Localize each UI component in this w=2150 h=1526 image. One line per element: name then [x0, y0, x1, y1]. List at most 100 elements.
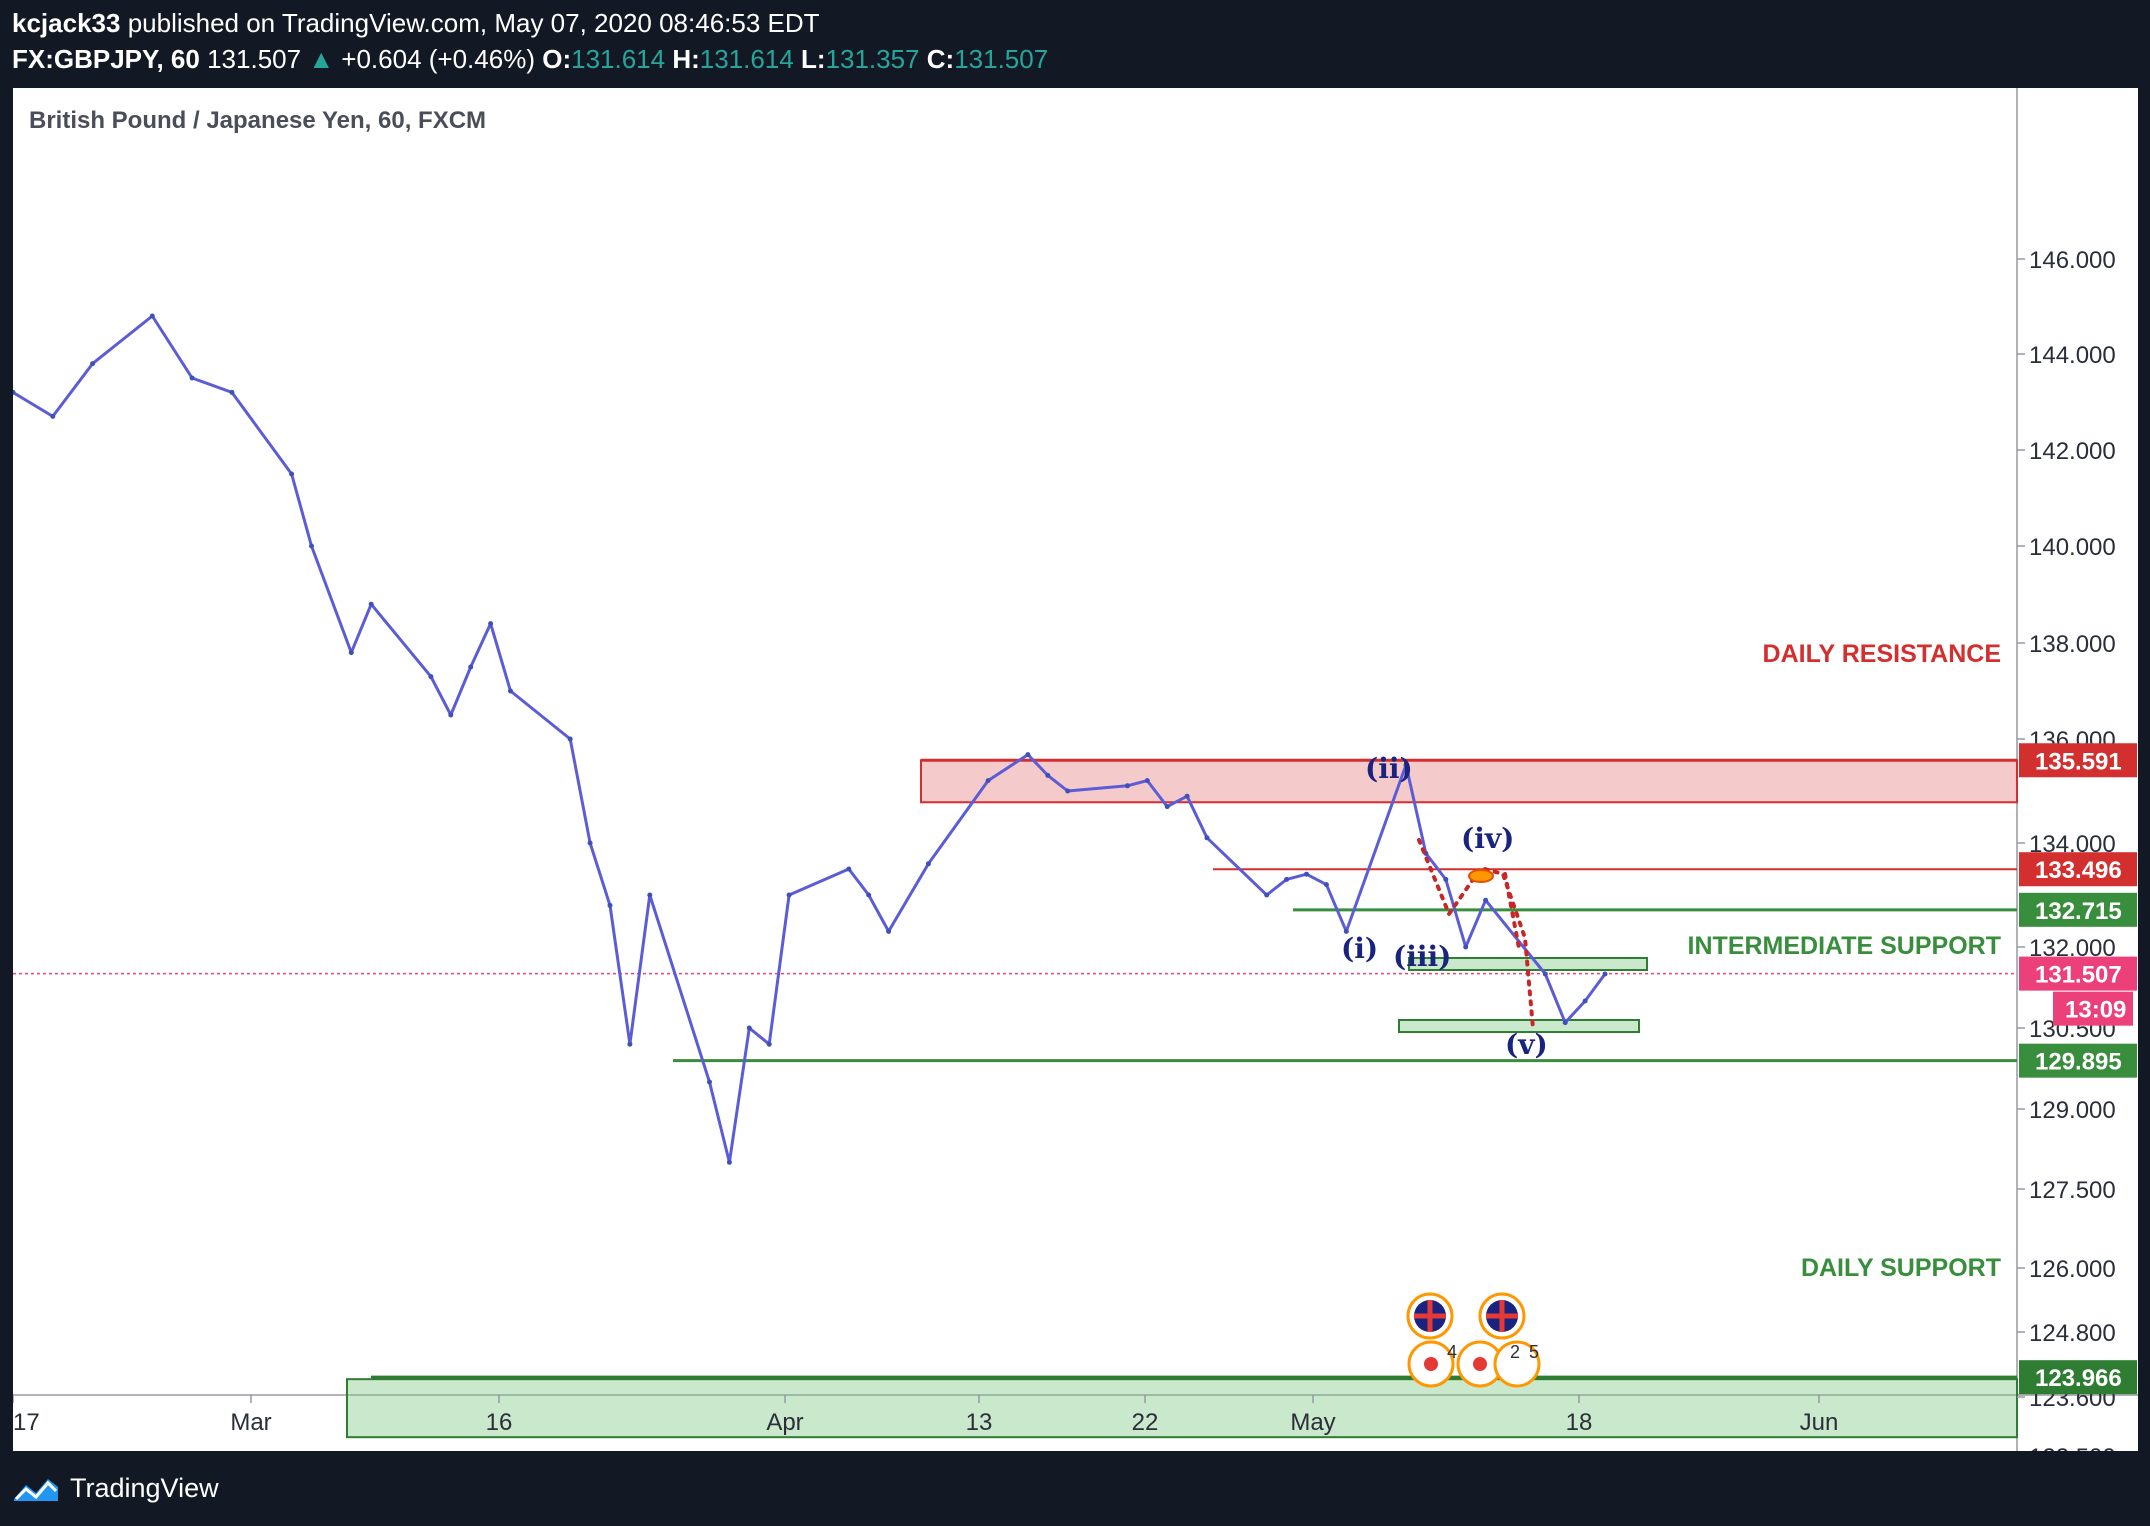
event-count-label: 4 [1447, 1342, 1457, 1362]
price-point [448, 712, 454, 718]
price-point [289, 471, 295, 477]
open-label: O: [542, 44, 572, 74]
daily-support-zone [346, 1378, 2018, 1439]
event-count-label: 2 [1510, 1342, 1520, 1362]
countdown-label: 13:09 [2065, 997, 2126, 1024]
price-point [1463, 944, 1469, 950]
price-tag-label: 131.507 [2035, 962, 2122, 989]
symbol-info-bar: FX:GBPJPY, 60 131.507 ▲ +0.604 (+0.46%) … [12, 44, 1048, 75]
y-tick-label: 138.000 [2029, 631, 2116, 658]
chart-title: British Pound / Japanese Yen, 60, FXCM [29, 107, 486, 134]
wave-label: (iii) [1393, 940, 1451, 973]
event-marker-icon [1493, 1340, 1541, 1388]
price-point [1304, 871, 1309, 877]
y-tick-label: 127.500 [2029, 1177, 2116, 1204]
price-point [587, 840, 593, 846]
price-point [13, 389, 16, 395]
event-dot-icon [1424, 1357, 1438, 1371]
x-tick-label: May [1290, 1409, 1335, 1436]
price-point [707, 1079, 712, 1085]
price-point [149, 313, 155, 319]
price-point [1483, 897, 1489, 903]
y-tick-label: 146.000 [2029, 247, 2116, 274]
price-point [309, 543, 314, 549]
uk-flag-event-icon [1478, 1292, 1526, 1340]
target-zone [1398, 1019, 1640, 1033]
price-point [607, 902, 613, 908]
x-tick-label: 16 [486, 1409, 513, 1436]
high-label: H: [672, 44, 700, 74]
last-price: 131.507 [207, 44, 302, 74]
price-point [1323, 882, 1329, 888]
x-tick-label: 18 [1566, 1409, 1593, 1436]
brand-name: TradingView [70, 1472, 219, 1503]
price-tag-label: 123.966 [2035, 1365, 2122, 1392]
price-point [766, 1041, 772, 1047]
price-tag-label: 135.591 [2035, 748, 2122, 775]
symbol-label: FX:GBPJPY, 60 [12, 44, 200, 74]
close-label: C: [926, 44, 955, 74]
low-label: L: [800, 44, 826, 74]
price-point [1184, 793, 1190, 799]
price-tag [2019, 1360, 2137, 1395]
author-name[interactable]: kcjack33 [12, 8, 121, 38]
x-tick-label: Mar [230, 1409, 271, 1436]
price-point [1542, 971, 1548, 977]
projection-path [1417, 838, 1535, 1030]
price-point [627, 1041, 633, 1047]
price-tag [2019, 892, 2137, 927]
target-marker [1468, 869, 1494, 883]
price-point [1164, 804, 1170, 810]
wave-label: (v) [1505, 1028, 1548, 1061]
price-point [50, 413, 56, 419]
price-point [90, 361, 96, 367]
price-point [348, 650, 354, 656]
price-chart[interactable]: British Pound / Japanese Yen, 60, FXCM (i… [13, 88, 2138, 1451]
price-point [1144, 778, 1150, 784]
price-point [229, 389, 235, 395]
x-tick-label: 17 [13, 1409, 40, 1436]
price-point [1443, 876, 1449, 882]
open-value: 131.614 [571, 44, 666, 74]
zone-label: INTERMEDIATE SUPPORT [1688, 932, 2001, 960]
price-point [189, 375, 195, 381]
price-point [1065, 788, 1071, 794]
price-tag [2019, 956, 2137, 991]
price-point [1025, 752, 1031, 758]
chart-panel[interactable]: British Pound / Japanese Yen, 60, FXCM (i… [13, 88, 2138, 1451]
price-tag-label: 129.895 [2035, 1049, 2122, 1076]
resistance-zone [920, 759, 2018, 804]
price-tag-label: 133.496 [2035, 857, 2122, 884]
price-point [985, 778, 991, 784]
low-value: 131.357 [825, 44, 920, 74]
price-point [567, 736, 573, 742]
y-tick-label: 126.000 [2029, 1256, 2116, 1283]
price-point [1045, 772, 1051, 778]
close-value: 131.507 [954, 44, 1049, 74]
high-value: 131.614 [699, 44, 794, 74]
price-tag [2019, 743, 2137, 778]
publish-info: kcjack33 published on TradingView.com, M… [12, 8, 820, 39]
x-tick-label: 22 [1132, 1409, 1159, 1436]
publish-text: published on TradingView.com, May 07, 20… [127, 8, 820, 38]
event-dot-icon [1473, 1357, 1487, 1371]
uk-flag-event-icon [1486, 1300, 1518, 1332]
y-tick-label: 144.000 [2029, 342, 2116, 369]
y-tick-label: 122.500 [2029, 1444, 2116, 1451]
y-tick-label: 124.800 [2029, 1320, 2116, 1347]
y-tick-label: 142.000 [2029, 438, 2116, 465]
y-tick-label: 140.000 [2029, 534, 2116, 561]
price-point [1403, 762, 1409, 768]
x-tick-label: Jun [1800, 1409, 1839, 1436]
price-point [866, 892, 872, 898]
event-count-label: 5 [1529, 1342, 1539, 1362]
price-point [726, 1159, 732, 1165]
price-point [746, 1025, 752, 1031]
price-change: +0.604 (+0.46%) [341, 44, 535, 74]
price-point [1204, 835, 1210, 841]
price-tag [2019, 852, 2137, 887]
uk-flag-event-icon [1414, 1300, 1446, 1332]
uk-flag-event-icon [1406, 1292, 1454, 1340]
wave-label: (ii) [1365, 752, 1413, 785]
footer-brand[interactable]: TradingView [12, 1468, 219, 1508]
